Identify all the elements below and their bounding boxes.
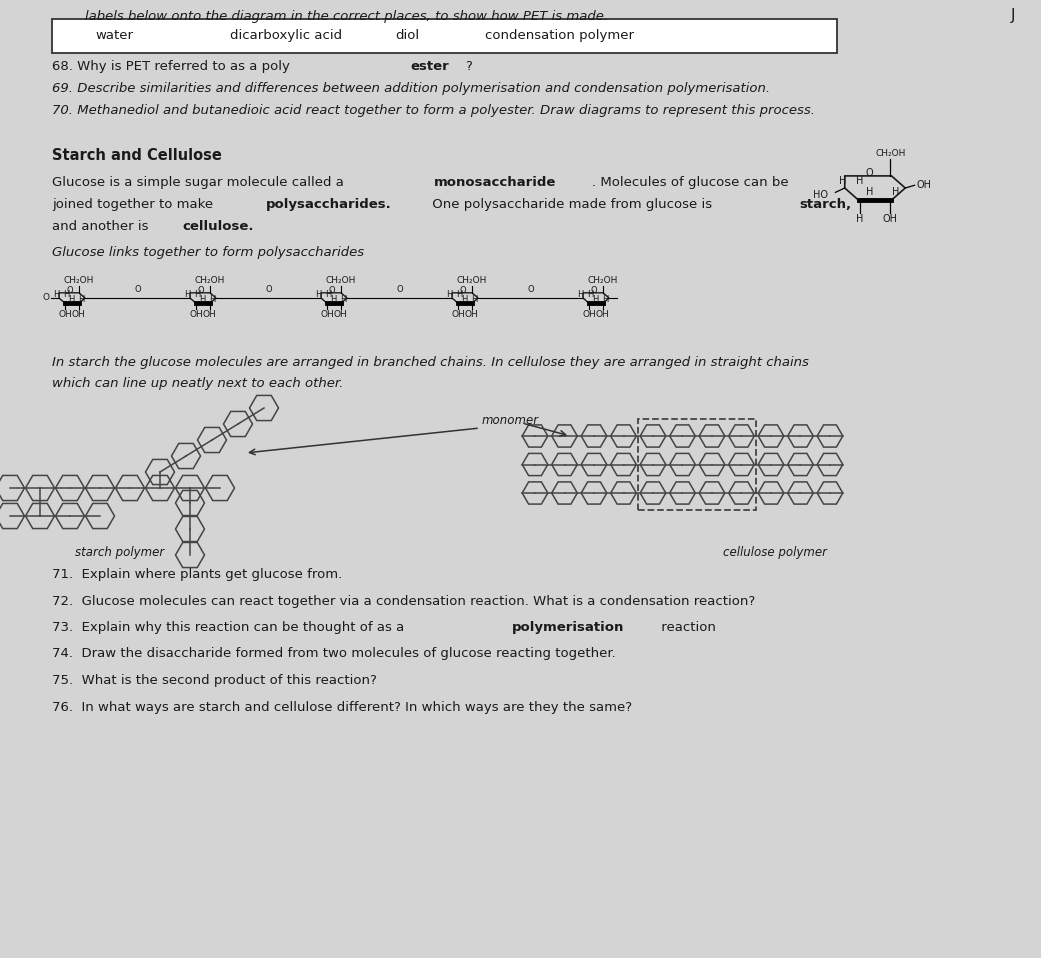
Text: Glucose links together to form polysaccharides: Glucose links together to form polysacch… [52,246,364,259]
Text: In starch the glucose molecules are arranged in branched chains. In cellulose th: In starch the glucose molecules are arra… [52,356,809,369]
Text: H: H [447,290,453,299]
Text: which can line up neatly next to each other.: which can line up neatly next to each ot… [52,377,344,390]
Text: O: O [134,285,141,294]
Text: H: H [199,295,205,304]
Text: H: H [578,290,584,299]
Text: H: H [456,290,462,299]
Text: CH₂OH: CH₂OH [64,276,94,285]
Bar [638,420,756,510]
Text: 70. Methanediol and butanedioic acid react together to form a polyester. Draw di: 70. Methanediol and butanedioic acid rea… [52,104,815,117]
Text: OH: OH [321,309,334,319]
Text: OH: OH [452,309,465,319]
Text: O: O [459,286,466,295]
Text: 68. Why is PET referred to as a poly: 68. Why is PET referred to as a poly [52,60,289,73]
Text: CH₂OH: CH₂OH [195,276,225,285]
Text: OH: OH [595,309,609,319]
Text: diol: diol [395,30,420,42]
Text: and another is: and another is [52,220,153,233]
Text: joined together to make: joined together to make [52,198,218,211]
Text: H: H [209,295,215,304]
Text: H: H [603,295,609,304]
Text: O: O [328,286,335,295]
Text: 73.  Explain why this reaction can be thought of as a: 73. Explain why this reaction can be tho… [52,621,408,634]
Text: H: H [78,295,84,304]
Text: O: O [67,286,73,295]
Text: H: H [856,215,863,224]
Text: cellulose.: cellulose. [182,220,254,233]
Text: water: water [95,30,133,42]
Text: . Molecules of glucose can be: . Molecules of glucose can be [592,176,789,189]
Text: OH: OH [464,309,479,319]
Text: H: H [866,188,873,197]
Text: O: O [866,168,873,177]
Text: 75.  What is the second product of this reaction?: 75. What is the second product of this r… [52,674,377,687]
Text: CH₂OH: CH₂OH [587,276,617,285]
Text: CH₂OH: CH₂OH [456,276,487,285]
Text: 76.  In what ways are starch and cellulose different? In which ways are they the: 76. In what ways are starch and cellulos… [52,700,632,714]
Text: 74.  Draw the disaccharide formed from two molecules of glucose reacting togethe: 74. Draw the disaccharide formed from tw… [52,648,615,660]
Text: H: H [472,295,478,304]
Text: H: H [892,188,899,197]
Text: O: O [527,285,534,294]
Text: H: H [460,295,467,304]
FancyBboxPatch shape [52,19,837,53]
Text: H: H [325,290,331,299]
Text: Starch and Cellulose: Starch and Cellulose [52,148,222,163]
Text: OH: OH [916,180,932,191]
Text: monomer: monomer [482,414,539,426]
Text: labels below onto the diagram in the correct places, to show how PET is made.: labels below onto the diagram in the cor… [85,10,608,23]
Text: polymerisation: polymerisation [512,621,625,634]
Text: ?: ? [465,60,472,73]
Text: cellulose polymer: cellulose polymer [723,546,827,559]
Text: H: H [68,295,74,304]
Text: O: O [397,285,403,294]
Text: condensation polymer: condensation polymer [485,30,634,42]
Text: dicarboxylic acid: dicarboxylic acid [230,30,342,42]
Text: starch,: starch, [799,198,852,211]
Text: H: H [315,290,322,299]
Text: monosaccharide: monosaccharide [434,176,557,189]
Text: O: O [198,286,204,295]
Text: CH₂OH: CH₂OH [875,148,906,158]
Text: H: H [194,290,201,299]
Text: ester: ester [410,60,449,73]
Text: OH: OH [334,309,348,319]
Text: OH: OH [883,215,898,224]
Text: H: H [53,290,59,299]
Text: OH: OH [72,309,85,319]
Text: starch polymer: starch polymer [75,546,164,559]
Text: 72.  Glucose molecules can react together via a condensation reaction. What is a: 72. Glucose molecules can react together… [52,595,756,607]
Text: OH: OH [58,309,72,319]
Text: polysaccharides.: polysaccharides. [265,198,391,211]
Text: H: H [587,290,593,299]
Text: O: O [590,286,596,295]
Text: 69. Describe similarities and differences between addition polymerisation and co: 69. Describe similarities and difference… [52,82,770,95]
Text: H: H [839,176,846,187]
Text: H: H [330,295,336,304]
Text: H: H [856,176,863,187]
Text: OH: OH [583,309,596,319]
Text: J: J [1011,8,1015,23]
Text: One polysaccharide made from glucose is: One polysaccharide made from glucose is [428,198,716,211]
Text: OH: OH [189,309,203,319]
Text: H: H [184,290,191,299]
Text: O: O [43,293,50,303]
Text: 71.  Explain where plants get glucose from.: 71. Explain where plants get glucose fro… [52,568,342,581]
Text: H: H [340,295,347,304]
Text: H: H [591,295,598,304]
Text: H: H [64,290,70,299]
Text: O: O [265,285,272,294]
Text: HO: HO [813,190,829,199]
Text: Glucose is a simple sugar molecule called a: Glucose is a simple sugar molecule calle… [52,176,348,189]
Text: OH: OH [203,309,217,319]
Text: reaction: reaction [657,621,716,634]
Text: CH₂OH: CH₂OH [326,276,356,285]
